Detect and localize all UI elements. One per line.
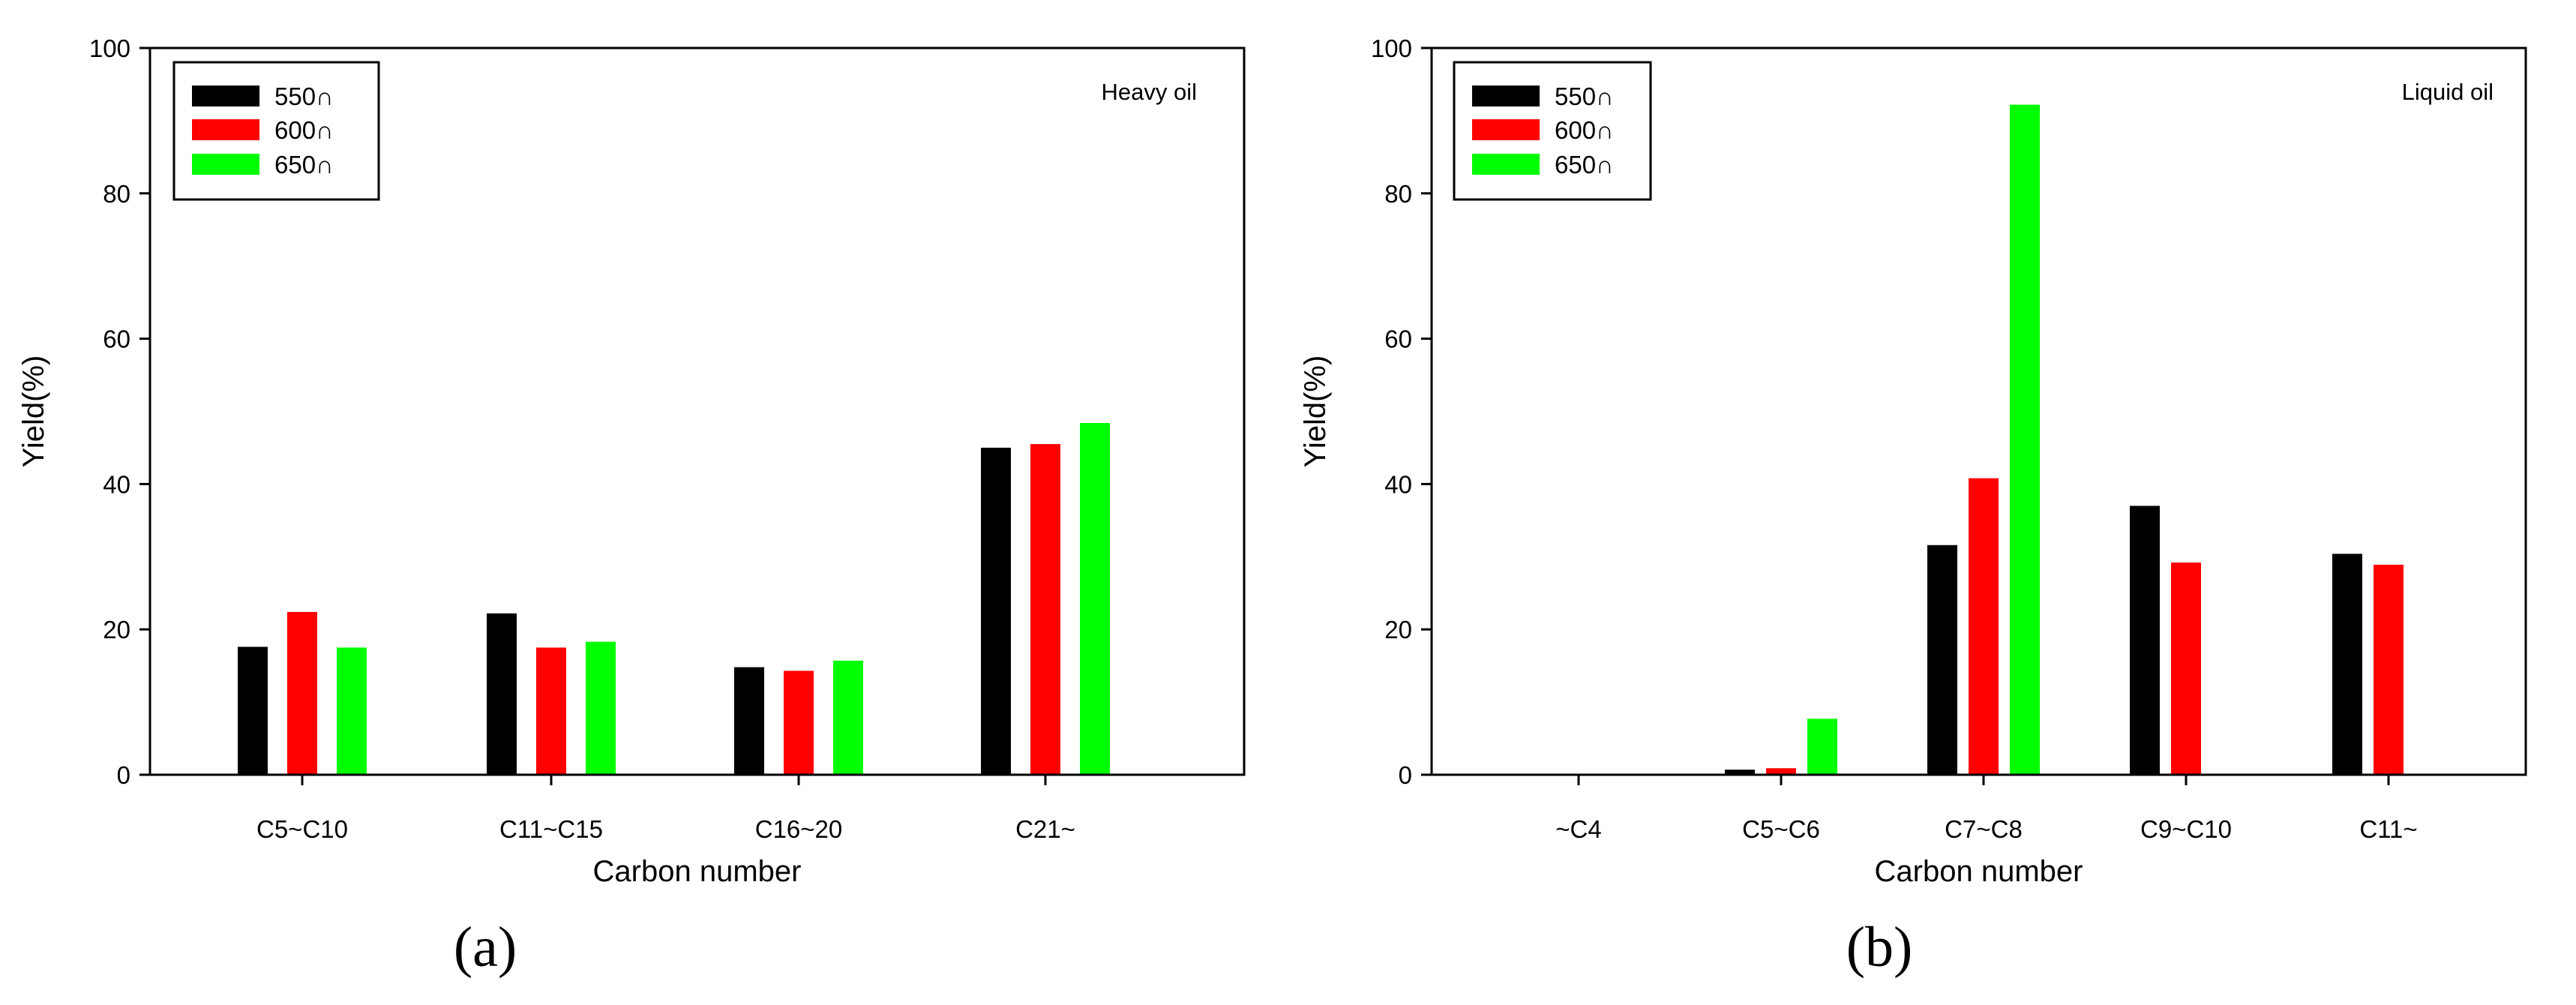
chart-annotation: Liquid oil <box>2402 79 2494 105</box>
bar-550-C5C6 <box>1725 770 1755 775</box>
panel-label: (b) <box>1846 916 1913 979</box>
x-tick-label: C16~20 <box>755 815 843 843</box>
bar-550-C5C10 <box>238 646 268 775</box>
legend-label: 650∩ <box>1555 151 1614 178</box>
bar-650-C11C15 <box>586 641 616 775</box>
y-tick-label: 80 <box>1384 180 1412 208</box>
legend-swatch <box>192 86 259 106</box>
y-tick-label: 20 <box>1384 616 1412 644</box>
y-tick-label: 20 <box>103 616 130 644</box>
bar-600-C9C10 <box>2171 562 2201 775</box>
y-axis-label: Yield(%) <box>17 356 50 468</box>
bar-600-C21 <box>1030 444 1060 775</box>
y-tick-label: 0 <box>1399 761 1412 789</box>
x-tick-label: C7~C8 <box>1945 815 2023 843</box>
x-tick-label: C21~ <box>1015 815 1075 843</box>
y-tick-label: 0 <box>117 761 130 789</box>
panel-label: (a) <box>454 916 517 979</box>
y-axis-label: Yield(%) <box>1299 356 1332 468</box>
legend-swatch <box>1472 86 1540 106</box>
bar-550-C11C15 <box>487 613 517 775</box>
bar-600-C1620 <box>784 670 814 775</box>
x-axis-label: Carbon number <box>593 855 802 888</box>
bar-600-C11C15 <box>536 647 566 775</box>
plot-frame <box>1430 46 2527 776</box>
x-tick-label: ~C4 <box>1555 815 1601 843</box>
legend-label: 600∩ <box>274 116 334 144</box>
x-tick-label: C5~C6 <box>1742 815 1820 843</box>
bar-600-C11 <box>2374 564 2404 775</box>
bar-650-C7C8 <box>2010 104 2040 775</box>
bar-600-C5C10 <box>287 611 317 775</box>
legend-label: 550∩ <box>1555 82 1614 110</box>
bar-550-C9C10 <box>2130 506 2160 775</box>
x-axis-label: Carbon number <box>1875 855 2083 888</box>
bar-550-C1620 <box>734 667 764 775</box>
legend-label: 600∩ <box>1555 116 1614 144</box>
x-tick-label: C11~C15 <box>499 815 603 843</box>
y-tick-label: 100 <box>89 34 130 62</box>
y-tick-label: 60 <box>1384 326 1412 353</box>
legend-swatch <box>192 119 259 140</box>
legend-label: 550∩ <box>274 82 334 110</box>
y-tick-label: 40 <box>103 470 130 498</box>
x-tick-label: C5~C10 <box>256 815 348 843</box>
chart-heavy-oil: 0 20 40 60 80 100 C5~C10 C11~C15 C16~20 C21~ Carbo… <box>17 34 1246 979</box>
legend-swatch <box>1472 119 1540 140</box>
bar-550-C21 <box>981 447 1011 775</box>
y-tick-label: 40 <box>1384 470 1412 498</box>
plot-frame <box>148 46 1246 776</box>
y-tick-label: 60 <box>103 326 130 353</box>
y-tick-label: 80 <box>103 180 130 208</box>
bar-600-C5C6 <box>1766 768 1796 775</box>
bar-600-C7C8 <box>1969 478 1999 775</box>
chart-liquid-oil: 0 20 40 60 80 100 ~C4 C5~C6 C7~C8 C9~C10 C11~ Carbo… <box>1299 34 2527 979</box>
bar-550-C7C8 <box>1927 544 1957 775</box>
chart-annotation: Heavy oil <box>1102 79 1198 105</box>
bar-550-C11 <box>2332 554 2362 775</box>
legend-label: 650∩ <box>274 151 334 178</box>
bar-650-C5C6 <box>1807 718 1837 775</box>
y-tick-label: 100 <box>1371 34 1412 62</box>
bar-650-C21 <box>1080 423 1110 775</box>
x-tick-label: C11~ <box>2359 815 2417 843</box>
legend-swatch <box>1472 154 1540 175</box>
x-tick-label: C9~C10 <box>2140 815 2232 843</box>
bar-650-C5C10 <box>337 647 367 775</box>
bar-650-C1620 <box>833 660 863 775</box>
legend-swatch <box>192 154 259 175</box>
